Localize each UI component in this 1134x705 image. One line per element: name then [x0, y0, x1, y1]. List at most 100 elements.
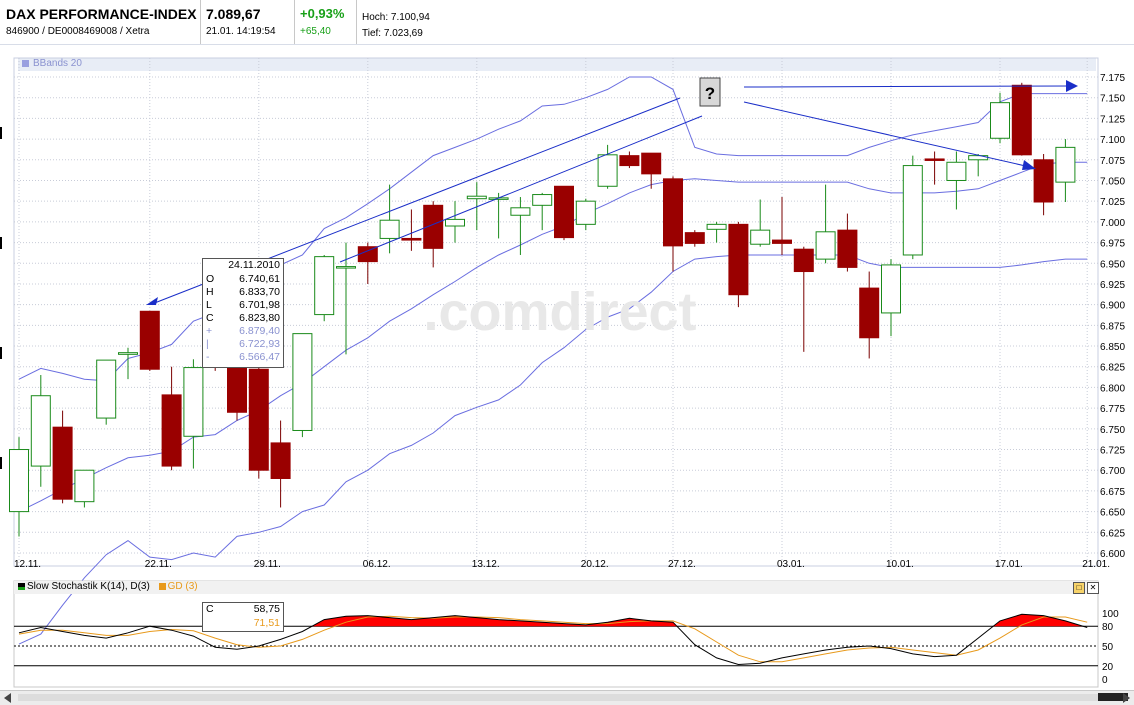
- candle-body: [881, 264, 901, 314]
- candle-body: [183, 367, 204, 437]
- last-price: 7.089,67: [206, 6, 261, 22]
- x-tick-label: 21.01.: [1082, 559, 1110, 570]
- scroll-track[interactable]: [18, 694, 1098, 701]
- stoch-k-color-icon: [18, 582, 25, 590]
- tooltip-row-low: L 6.701,98: [206, 299, 280, 311]
- candle-down: [641, 152, 662, 189]
- x-tick-label: 06.12.: [363, 559, 391, 570]
- candle-body: [314, 256, 335, 316]
- candle-body: [554, 185, 574, 239]
- candle-body: [30, 395, 51, 467]
- stoch-fill-segment: [312, 615, 677, 627]
- trend-line-flat: [743, 85, 1073, 88]
- candle-body: [641, 152, 662, 175]
- maximize-icon[interactable]: □: [1073, 582, 1085, 594]
- arrowhead-down-icon: [1022, 160, 1036, 170]
- candle-up: [118, 347, 138, 380]
- y-tick-label: 7.075: [1100, 156, 1125, 167]
- stoch-tip-key: C: [206, 603, 214, 615]
- candle-up: [466, 182, 487, 231]
- candle-down: [859, 271, 880, 359]
- candle-body: [837, 229, 858, 268]
- change-cell: +0,93% +65,40: [294, 0, 357, 44]
- candle-down: [161, 366, 182, 471]
- candle-body: [423, 204, 444, 249]
- candle-body: [990, 102, 1010, 139]
- tooltip-row-open: O 6.740,61: [206, 273, 280, 285]
- stoch-gd-color-icon: [158, 582, 166, 590]
- candle-body: [74, 469, 95, 503]
- stoch-y-axis: 0 20 50 80 100: [1102, 609, 1119, 686]
- stoch-levels: [14, 625, 1098, 667]
- y-tick-label: 6.925: [1100, 280, 1125, 291]
- y-tick-label: 7.000: [1100, 218, 1125, 229]
- main-panel-title: BBands 20: [18, 58, 1096, 71]
- candle-up: [750, 199, 771, 247]
- scroll-right-icon[interactable]: [1123, 693, 1130, 703]
- y-tick-label: 6.675: [1100, 487, 1125, 498]
- grid: [14, 58, 1098, 566]
- day-high: Hoch: 7.100,94: [362, 12, 430, 23]
- y-tick-label: 6.825: [1100, 363, 1125, 374]
- stoch-y-label: 100: [1102, 609, 1119, 620]
- trend-line-lower: [339, 115, 703, 263]
- tooltip-row-bb-middle: | 6.722,93: [206, 338, 280, 350]
- close-icon[interactable]: ✕: [1087, 582, 1099, 594]
- x-tick-label: 10.01.: [886, 559, 914, 570]
- stoch-d-line: [18, 615, 1088, 663]
- y-tick-label: 6.850: [1100, 342, 1125, 353]
- candle-up: [292, 333, 313, 438]
- price-cell: 7.089,67 21.01. 14:19:54: [200, 0, 295, 44]
- price-datetime: 21.01. 14:19:54: [206, 26, 276, 37]
- stoch-panel-title: Slow Stochastik K(14), D(3) GD (3): [14, 581, 1098, 594]
- y-tick-label: 6.975: [1100, 239, 1125, 250]
- candle-up: [488, 192, 509, 239]
- candle-down: [663, 176, 683, 272]
- stoch-frame: [13, 580, 1099, 688]
- candle-up: [597, 144, 618, 189]
- candles: [9, 82, 1076, 537]
- candle-body: [510, 207, 531, 216]
- candle-body: [859, 287, 880, 339]
- stoch-tip-d-value: 71,51: [253, 617, 280, 629]
- y-tick-label: 6.725: [1100, 446, 1125, 457]
- candle-down: [772, 197, 792, 255]
- change-percent: +0,93%: [300, 6, 345, 21]
- stoch-y-label: 80: [1102, 622, 1114, 633]
- arrowhead-right-icon: [1066, 80, 1078, 92]
- candle-down: [1011, 82, 1032, 156]
- candle-down: [423, 201, 444, 268]
- candle-up: [183, 359, 204, 469]
- stoch-k-line: [18, 613, 1088, 666]
- candle-body: [466, 195, 487, 200]
- candle-body: [1055, 146, 1076, 183]
- candle-body: [663, 178, 683, 247]
- candle-body: [575, 200, 596, 225]
- candle-body: [357, 246, 378, 263]
- candle-down: [139, 310, 160, 371]
- stoch-gd-label: GD (3): [167, 581, 198, 592]
- stoch-k-label: Slow Stochastik K(14), D(3): [27, 581, 150, 592]
- candle-up: [74, 469, 95, 508]
- horizontal-scrollbar[interactable]: [0, 690, 1134, 705]
- candle-body: [728, 223, 749, 296]
- y-tick-label: 7.125: [1100, 114, 1125, 125]
- candle-down: [924, 151, 945, 185]
- range-cell: Hoch: 7.100,94 Tief: 7.023,69: [356, 0, 616, 44]
- day-low: Tief: 7.023,69: [362, 28, 423, 39]
- tooltip-row-bb-upper: +6.879,40: [206, 325, 280, 337]
- scroll-left-icon[interactable]: [4, 693, 11, 703]
- change-absolute: +65,40: [300, 26, 331, 37]
- candle-body: [292, 333, 313, 431]
- x-tick-label: 29.11.: [254, 559, 281, 570]
- scroll-thumb[interactable]: [1098, 693, 1128, 701]
- candle-up: [532, 192, 553, 231]
- candle-up: [336, 242, 356, 355]
- stoch-overbought-fill: [312, 614, 1083, 627]
- tooltip-date: 24.11.2010: [228, 259, 280, 271]
- y-tick-label: 6.800: [1100, 383, 1125, 394]
- bb-upper-line: [18, 76, 1088, 382]
- y-tick-label: 6.700: [1100, 466, 1125, 477]
- bbands-label: BBands 20: [33, 58, 82, 69]
